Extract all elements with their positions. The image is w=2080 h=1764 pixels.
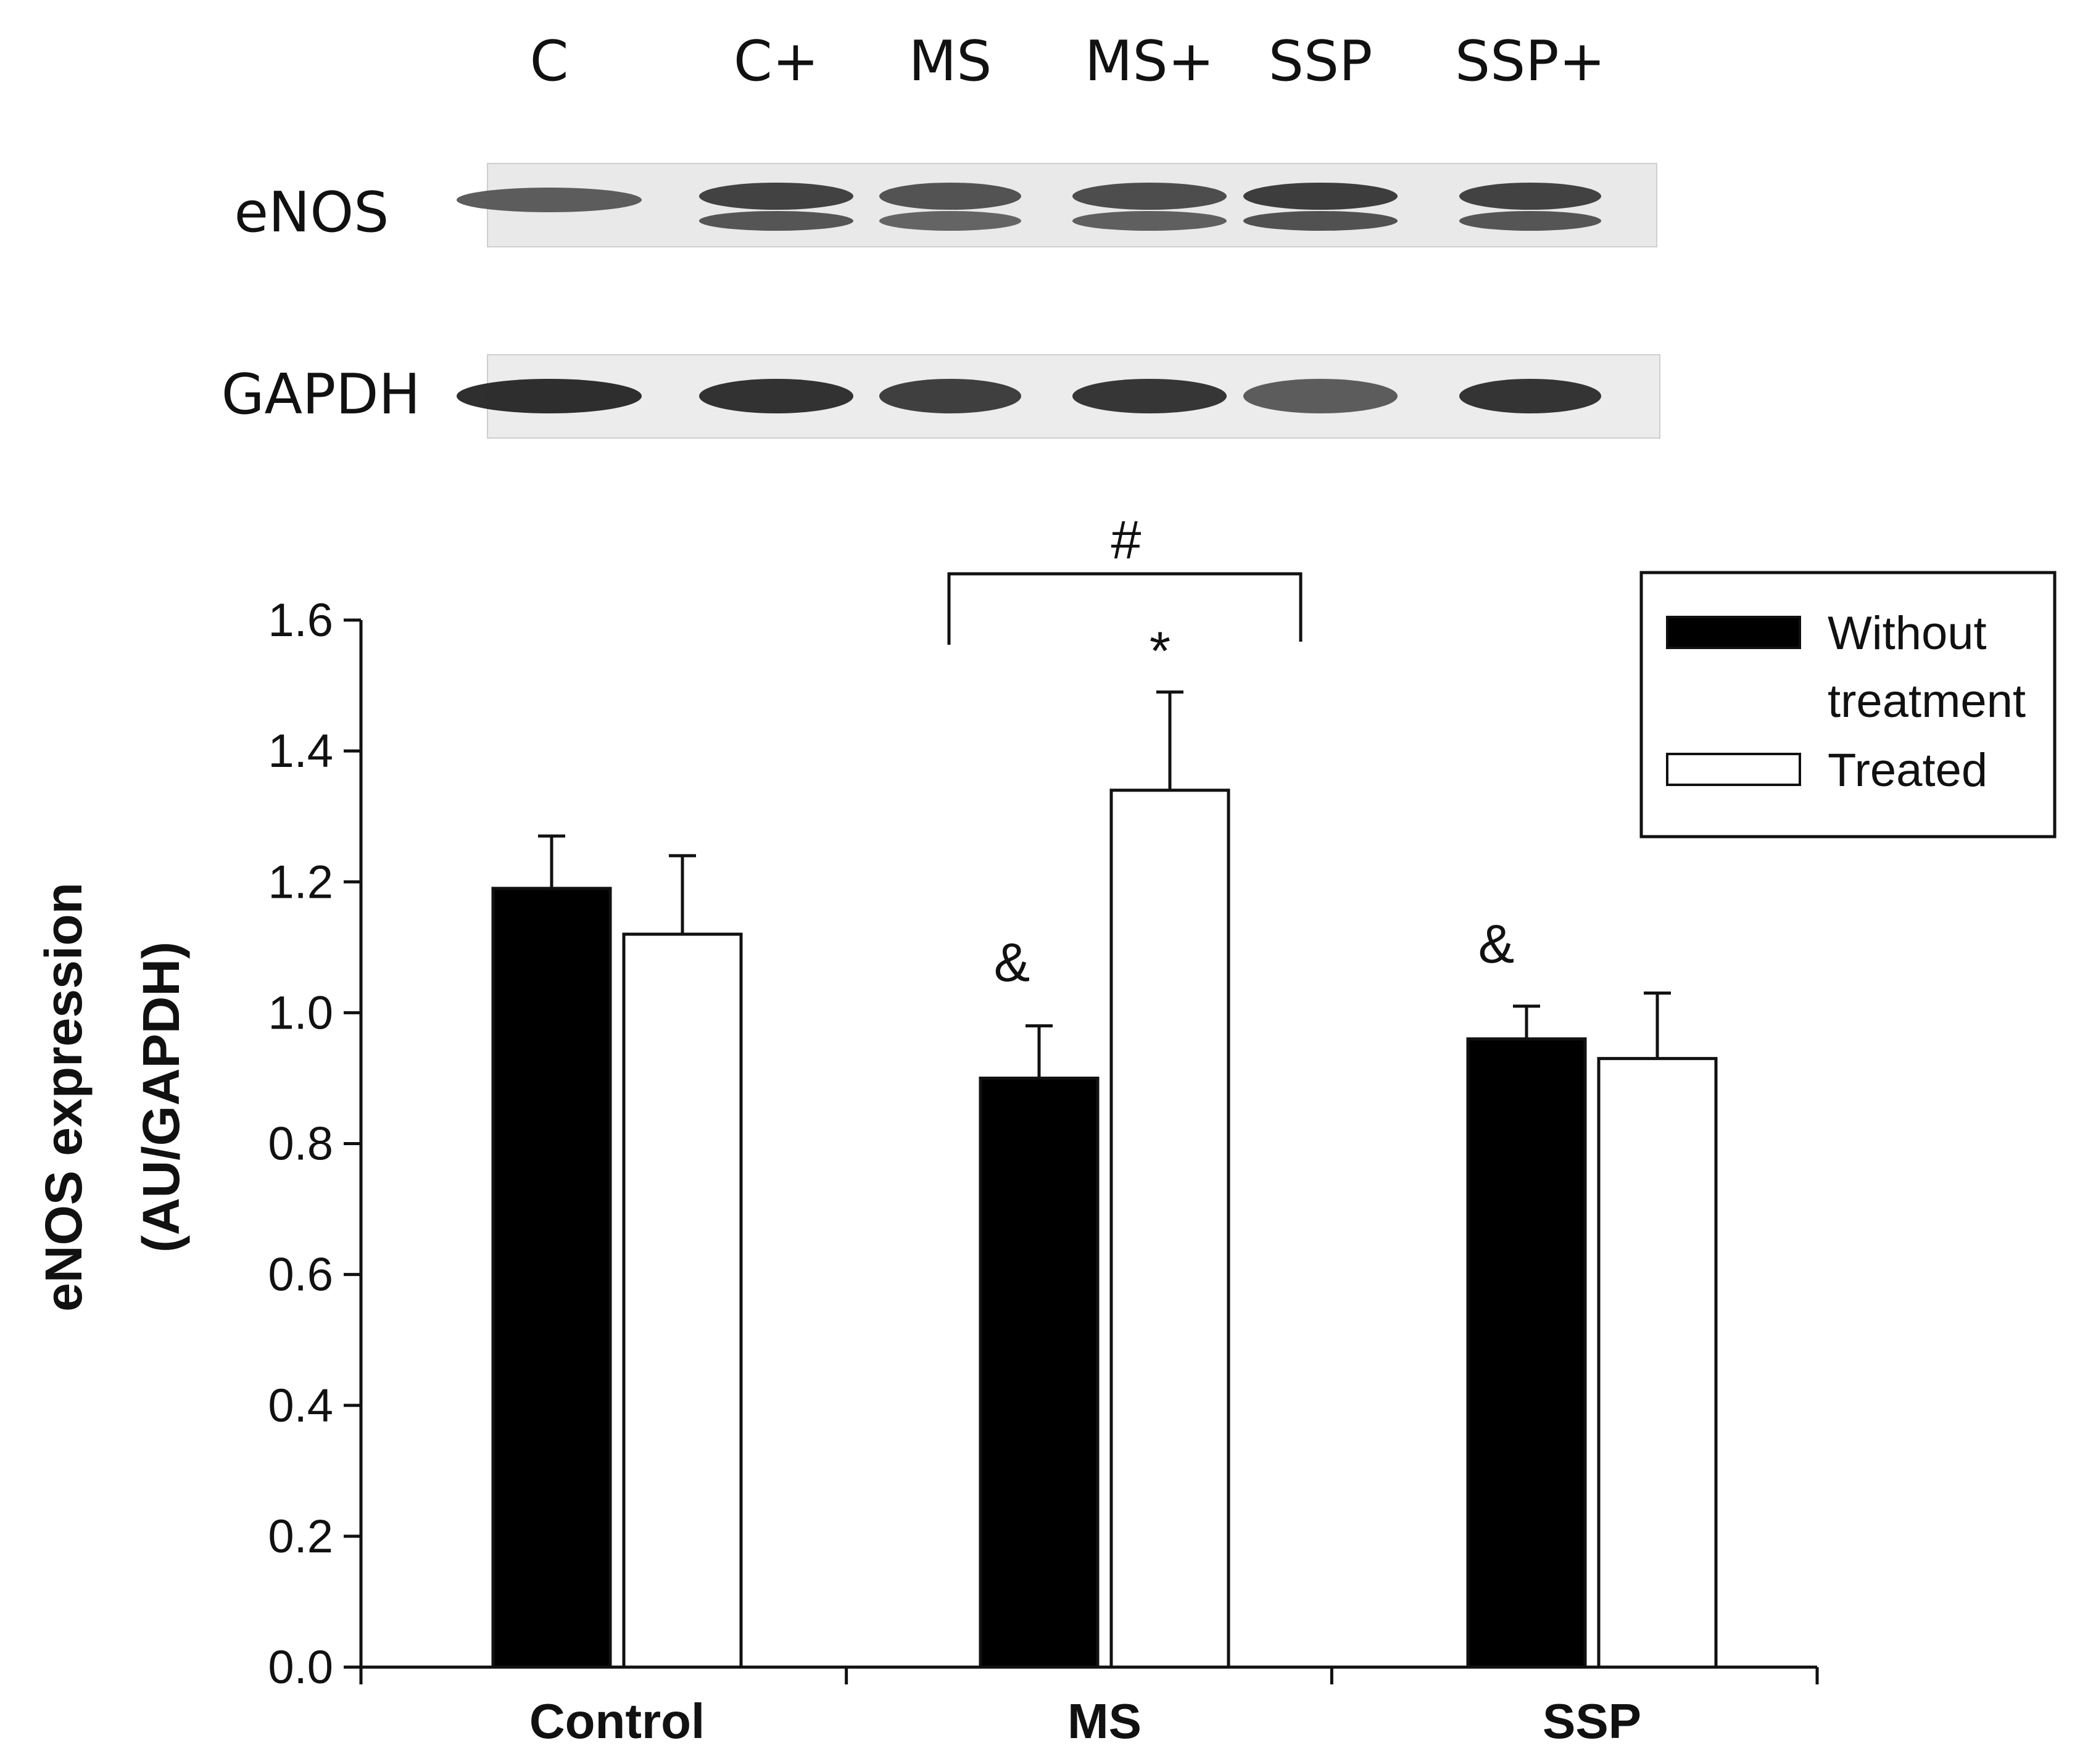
- blot-band: [879, 379, 1021, 413]
- blot-band: [1072, 379, 1227, 413]
- y-tick-label: 1.4: [268, 725, 333, 777]
- y-tick-label: 1.6: [268, 594, 333, 647]
- legend-label-without-line2: treatment: [1828, 675, 2026, 727]
- blot-band: [1072, 211, 1227, 231]
- y-tick-label: 0.6: [268, 1249, 333, 1301]
- lane-label-ms-plus: MS+: [1085, 29, 1214, 94]
- x-category-label: SSP: [1543, 1694, 1641, 1749]
- amp-annotation-ms: &: [994, 932, 1030, 993]
- y-axis-label-line1: eNOS expression: [35, 882, 93, 1312]
- bracket-hash-annotation: #: [1111, 509, 1142, 570]
- blot-band: [879, 183, 1021, 210]
- blot-band: [1459, 211, 1601, 231]
- lane-label-ssp: SSP: [1269, 29, 1373, 94]
- chart-ticks: 0.0 0.2 0.4 0.6 0.8 1.0 1.2 1.4 1.6 Control MS SSP: [268, 594, 1819, 1749]
- y-tick-label: 0.0: [268, 1641, 333, 1694]
- legend-label-without-line1: Without: [1828, 607, 1987, 660]
- y-tick-label: 1.2: [268, 856, 333, 908]
- x-category-label: Control: [529, 1694, 705, 1749]
- blot-band: [879, 211, 1021, 231]
- legend-swatch-without-treatment: [1666, 616, 1801, 649]
- chart-bars: [491, 690, 1718, 1669]
- legend-swatch-treated: [1666, 753, 1801, 786]
- blot-band: [699, 211, 853, 231]
- bar: [979, 1076, 1100, 1669]
- legend: Without treatment Treated: [1639, 571, 2057, 839]
- bar: [622, 932, 743, 1669]
- lane-label-ssp-plus: SSP+: [1455, 29, 1606, 94]
- bar: [1466, 1037, 1587, 1669]
- bar: [491, 887, 612, 1669]
- star-annotation-ms-treated: *: [1150, 620, 1171, 681]
- y-axis-label-line2: (AU/GAPDH): [132, 942, 190, 1253]
- y-tick-label: 0.2: [268, 1510, 333, 1563]
- blot-band: [1459, 379, 1601, 413]
- bar: [1597, 1057, 1718, 1669]
- blot-band: [699, 379, 853, 413]
- blot-row-label-gapdh: GAPDH: [222, 362, 421, 427]
- blot-band: [457, 379, 642, 413]
- blot-band: [1243, 379, 1398, 413]
- blot-bands: [457, 183, 1601, 413]
- blot-band: [457, 188, 642, 212]
- y-tick-label: 0.8: [268, 1118, 333, 1170]
- blot-strip-enos: [487, 163, 1657, 247]
- blot-band: [1072, 183, 1227, 210]
- significance-bracket: [947, 572, 1303, 645]
- bar: [1109, 789, 1230, 1669]
- y-tick-label: 0.4: [268, 1380, 333, 1432]
- y-tick-label: 1.0: [268, 987, 333, 1039]
- western-blot: C C+ MS MS+ SSP SSP+ eNOS GAPDH: [222, 29, 1660, 439]
- blot-band: [1243, 183, 1398, 210]
- lane-label-c-plus: C+: [734, 29, 819, 94]
- blot-band: [1459, 183, 1601, 210]
- amp-annotation-ssp: &: [1478, 913, 1515, 974]
- lane-label-c: C: [530, 29, 569, 94]
- blot-band: [1243, 211, 1398, 231]
- x-category-label: MS: [1067, 1694, 1142, 1749]
- blot-band: [699, 183, 853, 210]
- blot-row-label-enos: eNOS: [234, 180, 389, 245]
- lane-label-ms: MS: [909, 29, 992, 94]
- legend-label-treated: Treated: [1828, 744, 1987, 797]
